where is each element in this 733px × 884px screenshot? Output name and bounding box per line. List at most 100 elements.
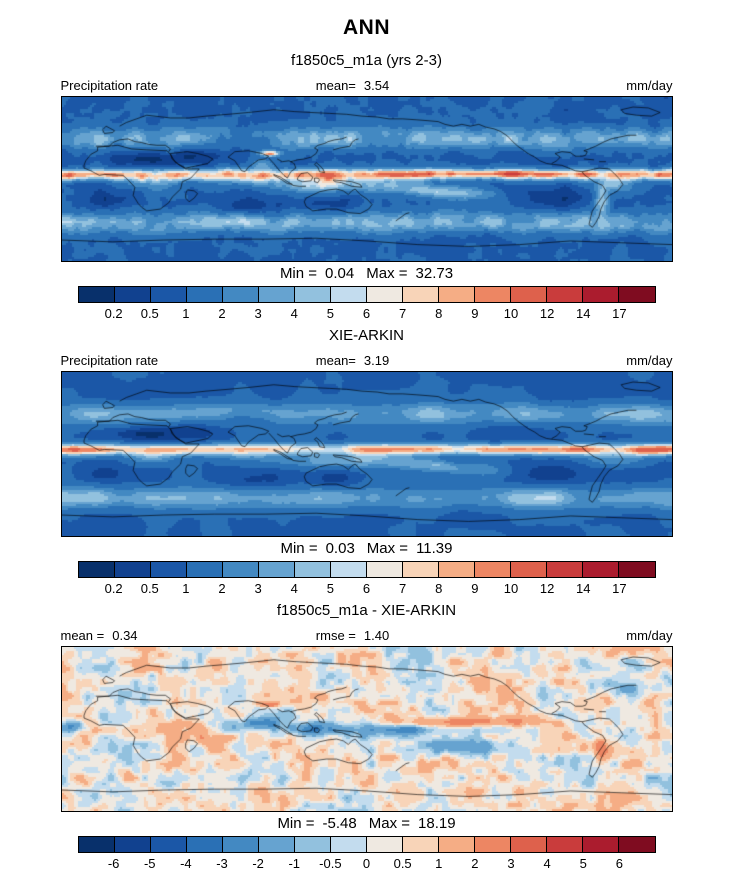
colorbar-tick-label: 4	[543, 856, 551, 871]
map-header: mean = 0.34 rmse = 1.40 mm/day	[61, 628, 673, 644]
colorbar-segment	[438, 287, 475, 302]
colorbar-segment	[618, 287, 655, 302]
colorbar-tick-label: 5	[579, 856, 587, 871]
colorbar-tick-label: 5	[326, 581, 334, 596]
colorbar-tick-label: 14	[576, 306, 591, 321]
colorbar-segment	[293, 562, 330, 577]
colorbar-segment	[438, 837, 475, 852]
max-value: 32.73	[415, 265, 454, 282]
colorbar-segment	[149, 837, 186, 852]
colorbar-tick-label: -1	[288, 856, 301, 871]
colorbar-tick-label: 17	[612, 581, 627, 596]
colorbar-segment	[113, 287, 150, 302]
colorbar-wrap: -6 -5 -4 -3 -2 -1 -0.5 0 0.5 1 2 3 4 5 6	[77, 836, 656, 872]
colorbar-tick-label: 4	[290, 306, 298, 321]
max-label: Max =	[366, 265, 408, 282]
panel-diff: mean = 0.34 rmse = 1.40 mm/day Min = -5.48 M…	[60, 628, 673, 872]
colorbar-tick-label: 0.5	[140, 306, 159, 321]
colorbar-tick-label: 9	[471, 306, 479, 321]
colorbar-segment	[257, 562, 294, 577]
colorbar-segment	[113, 837, 150, 852]
colorbar-segment	[221, 562, 258, 577]
variable-label: Precipitation rate	[60, 353, 159, 368]
min-value: 0.03	[325, 540, 355, 557]
mean-value: 3.54	[363, 78, 390, 93]
colorbar-tick-label: 5	[326, 306, 334, 321]
units-label: mm/day	[626, 628, 673, 643]
max-label: Max =	[366, 540, 409, 557]
colorbar-segment	[510, 287, 547, 302]
rmse-value: 1.40	[363, 628, 390, 643]
min-value: -5.48	[322, 815, 357, 832]
colorbar-tick-label: 0	[362, 856, 371, 871]
min-label: Min =	[279, 265, 318, 282]
colorbar-segment	[149, 562, 186, 577]
colorbar-tick-label: 1	[182, 581, 190, 596]
colorbar-tick-label: 14	[576, 581, 591, 596]
colorbar-tick-label: 10	[503, 306, 519, 321]
colorbar-tick-label: 1	[435, 856, 443, 871]
colorbar-tick-label: -4	[180, 856, 192, 871]
map-header: Precipitation rate mean= 3.54 mm/day	[61, 78, 673, 94]
colorbar-tick-label: 2	[218, 306, 226, 321]
min-label: Min =	[277, 815, 315, 832]
colorbar-segment	[510, 562, 547, 577]
minmax-line: Min = 0.04 Max = 32.73	[61, 265, 673, 283]
panel-title-model: f1850c5_m1a (yrs 2-3)	[291, 52, 442, 69]
colorbar-segment	[185, 287, 222, 302]
panel-obs: Precipitation rate mean= 3.19 mm/day Min …	[60, 353, 673, 597]
colorbar-segment	[366, 287, 403, 302]
panel-model: Precipitation rate mean= 3.54 mm/day Min …	[60, 78, 673, 322]
colorbar-segment	[510, 837, 547, 852]
colorbar-tick-label: 12	[539, 581, 555, 596]
colorbar-segment	[257, 287, 294, 302]
precip-map-obs	[60, 371, 673, 537]
rmse-label: rmse =	[315, 628, 356, 643]
colorbar	[77, 561, 656, 578]
colorbar-segment	[293, 287, 330, 302]
colorbar-segment	[438, 562, 475, 577]
colorbar-ticks: -6 -5 -4 -3 -2 -1 -0.5 0 0.5 1 2 3 4 5 6	[78, 855, 656, 872]
units-label: mm/day	[626, 78, 673, 93]
colorbar-wrap: 0.2 0.5 1 2 3 4 5 6 7 8 9 10 12 14 17	[77, 561, 656, 597]
colorbar-tick-label: 10	[503, 581, 519, 596]
colorbar-tick-label: 0.2	[104, 581, 123, 596]
colorbar-segment	[366, 562, 403, 577]
header-left: mean = 0.34	[61, 628, 138, 644]
colorbar-segment	[185, 837, 222, 852]
colorbar-tick-label: 3	[507, 856, 515, 871]
colorbar-segment	[78, 287, 114, 302]
header-left: Precipitation rate	[61, 353, 167, 369]
colorbar-segment	[546, 562, 583, 577]
colorbar-tick-label: 8	[435, 306, 443, 321]
colorbar-segment	[257, 837, 294, 852]
figure-title: ANN	[343, 16, 390, 39]
header-left: Precipitation rate	[61, 78, 167, 94]
panel-title-diff: f1850c5_m1a - XIE-ARKIN	[276, 602, 457, 619]
colorbar-tick-label: 2	[218, 581, 226, 596]
colorbar-segment	[221, 287, 258, 302]
colorbar-segment	[474, 837, 511, 852]
min-label: Min =	[280, 540, 318, 557]
colorbar-tick-label: 9	[471, 581, 479, 596]
colorbar-ticks: 0.2 0.5 1 2 3 4 5 6 7 8 9 10 12 14 17	[78, 580, 656, 597]
colorbar-segment	[618, 837, 655, 852]
colorbar-tick-label: 3	[254, 581, 262, 596]
precip-diff-map	[60, 646, 673, 812]
header-stat: rmse = 1.40	[316, 628, 389, 644]
colorbar-segment	[582, 562, 619, 577]
mean-label: mean=	[315, 353, 356, 368]
colorbar-tick-label: -0.5	[319, 856, 342, 871]
colorbar-tick-label: 0.5	[393, 856, 412, 871]
minmax-line: Min = -5.48 Max = 18.19	[61, 815, 673, 833]
colorbar-tick-label: 7	[399, 306, 407, 321]
colorbar-segment	[618, 562, 655, 577]
max-label: Max =	[368, 815, 411, 832]
colorbar-segment	[474, 287, 511, 302]
mean-label: mean =	[60, 628, 105, 643]
colorbar-tick-label: -6	[107, 856, 120, 871]
header-stat: mean= 3.54	[316, 78, 389, 94]
colorbar-segment	[582, 837, 619, 852]
colorbar-segment	[582, 287, 619, 302]
